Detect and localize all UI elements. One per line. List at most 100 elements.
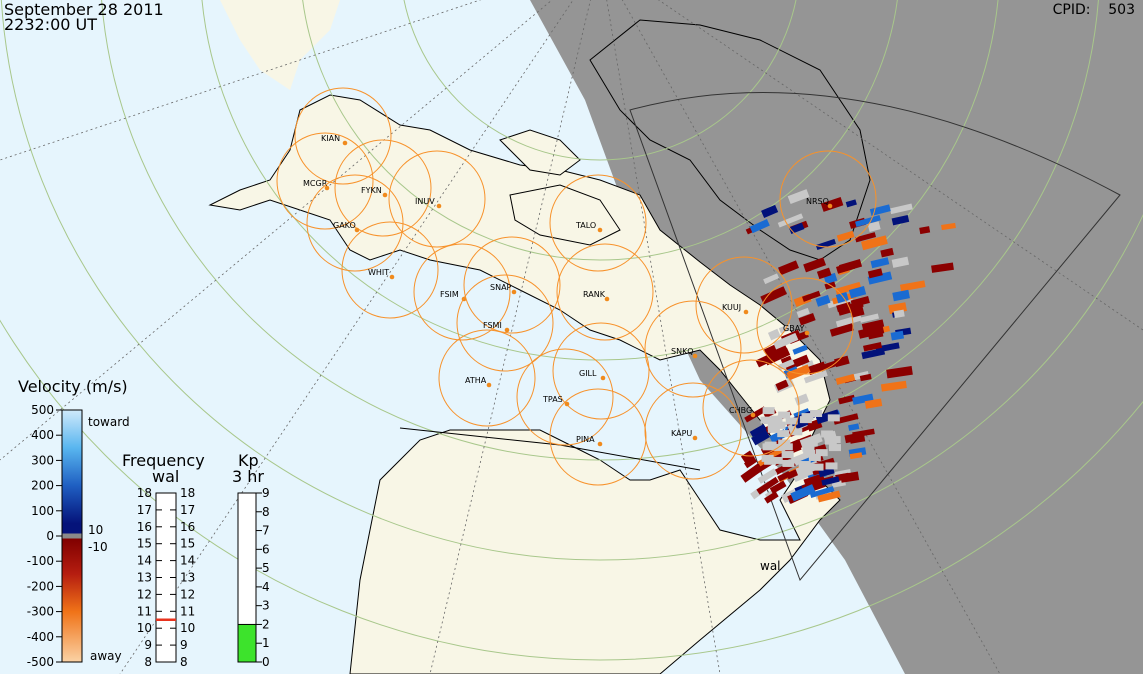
station-label: WHIT xyxy=(368,268,389,277)
cpid-display: CPID: 503 xyxy=(1053,2,1135,18)
station-nrsq: NRSQ xyxy=(779,150,877,248)
station-inuv: INUV xyxy=(388,150,486,248)
frequency-tick-label-right: 18 xyxy=(180,486,195,500)
station-atha: ATHA xyxy=(438,329,536,427)
kp-tick-label: 5 xyxy=(262,561,270,575)
kp-tick-label: 6 xyxy=(262,542,270,556)
frequency-tick-label-left: 17 xyxy=(137,503,152,517)
frequency-tick-label-left: 9 xyxy=(144,638,152,652)
landmass-north-america xyxy=(208,94,841,674)
frequency-tick-label-left: 18 xyxy=(137,486,152,500)
station-label: GILL xyxy=(579,369,597,378)
frequency-tick-label-left: 13 xyxy=(137,571,152,585)
station-label: KUUJ xyxy=(722,303,741,312)
station-label: FSIM xyxy=(440,290,459,299)
kp-tick-label: 7 xyxy=(262,524,270,538)
frequency-title: Frequency xyxy=(122,451,205,470)
velocity-tick-label: 0 xyxy=(46,529,54,543)
station-fykn: FYKN xyxy=(334,139,432,237)
frequency-tick-label-left: 16 xyxy=(137,520,152,534)
kp-tick-label: 9 xyxy=(262,486,270,500)
station-label: TALO xyxy=(575,221,596,230)
velocity-tick-label: -300 xyxy=(27,605,54,619)
station-fsmi: FSMI xyxy=(456,274,554,372)
frequency-tick-label-right: 12 xyxy=(180,587,195,601)
frequency-ticks: 18 18 17 17 16 16 15 15 14 14 13 13 12 12 11 11 10 10 9 9 8 8 xyxy=(137,486,196,669)
station-label: TPAS xyxy=(542,395,563,404)
station-kapu: KAPU xyxy=(644,382,742,480)
kp-ticks: 9 8 7 6 5 4 3 2 1 0 xyxy=(256,486,270,669)
night-shading xyxy=(530,0,1143,674)
station-circles: KIAN MCGR FYKN INUV GAKO WHIT TALO FSIM SNAP FSMI… xyxy=(276,87,877,486)
kp-tick-label: 4 xyxy=(262,580,270,594)
station-label: CHBG xyxy=(729,406,752,415)
frequency-tick-label-left: 8 xyxy=(144,655,152,669)
station-kian: KIAN xyxy=(294,87,392,185)
station-label: SNKQ xyxy=(671,347,694,356)
velocity-tick-label: -200 xyxy=(27,579,54,593)
landmass-arctic-islands xyxy=(499,129,621,246)
cpid-value: 503 xyxy=(1108,2,1135,18)
frequency-tick-label-right: 11 xyxy=(180,604,195,618)
velocity-tick-label: 100 xyxy=(31,504,54,518)
kp-tick-label: 3 xyxy=(262,599,270,613)
station-label: PINA xyxy=(576,435,595,444)
station-pina: PINA xyxy=(549,388,647,486)
station-label: SNAP xyxy=(490,283,512,292)
station-label: NRSQ xyxy=(806,197,829,206)
radar-label: wal xyxy=(760,559,781,573)
frequency-subtitle: wal xyxy=(152,467,179,486)
station-chbg: CHBG xyxy=(702,359,800,457)
velocity-toward: toward xyxy=(88,415,130,429)
velocity-tick-label: 200 xyxy=(31,479,54,493)
station-label: KIAN xyxy=(321,134,340,143)
kp-fill xyxy=(237,623,257,663)
frequency-tick-label-left: 14 xyxy=(137,554,152,568)
cpid-label: CPID: xyxy=(1052,2,1091,18)
station-whit: WHIT xyxy=(341,221,439,319)
kp-subtitle: 3 hr xyxy=(232,467,264,486)
velocity-ticks: 500 400 300 200 100 0 -100 -200 -300 -400 -500 xyxy=(27,403,62,669)
station-label: KAPU xyxy=(671,429,692,438)
station-gbay: GBAY xyxy=(756,277,854,375)
station-mcgr: MCGR xyxy=(276,132,374,230)
frequency-tick-label-right: 14 xyxy=(180,554,195,568)
frequency-tick-label-right: 16 xyxy=(180,520,195,534)
velocity-tick-label: 300 xyxy=(31,453,54,467)
kp-tick-label: 8 xyxy=(262,505,270,519)
station-kuuj: KUUJ xyxy=(695,256,793,354)
frequency-legend: Frequency wal 18 18 17 17 16 16 15 15 14 14 13 13 12… xyxy=(122,451,205,669)
frequency-tick-label-right: 13 xyxy=(180,571,195,585)
landmass-siberia-tip xyxy=(220,0,340,90)
velocity-tick-label: -500 xyxy=(27,655,54,669)
velocity-gs-neg: -10 xyxy=(88,540,108,554)
station-snkq: SNKQ xyxy=(644,300,742,398)
station-gill: GILL xyxy=(552,322,650,420)
velocity-legend: Velocity (m/s) 500 400 300 200 100 0 -100 -200 -… xyxy=(18,377,130,669)
frequency-tick-label-right: 15 xyxy=(180,537,195,551)
frequency-tick-label-left: 15 xyxy=(137,537,152,551)
velocity-tick-label: -400 xyxy=(27,630,54,644)
kp-tick-label: 2 xyxy=(262,617,270,631)
station-label: ATHA xyxy=(465,376,487,385)
header-time: 2232:00 UT xyxy=(4,15,98,34)
station-label: FSMI xyxy=(483,321,502,330)
frequency-tick-label-left: 12 xyxy=(137,587,152,601)
kp-tick-label: 1 xyxy=(262,636,270,650)
kp-tick-label: 0 xyxy=(262,655,270,669)
frequency-tick-label-left: 11 xyxy=(137,604,152,618)
kp-title: Kp xyxy=(238,451,259,470)
station-rank: RANK xyxy=(556,243,654,341)
frequency-tick-label-right: 8 xyxy=(180,655,188,669)
station-label: GBAY xyxy=(783,324,805,333)
velocity-gs-pos: 10 xyxy=(88,523,103,537)
velocity-tick-label: 500 xyxy=(31,403,54,417)
station-tpas: TPAS xyxy=(516,348,614,446)
station-label: FYKN xyxy=(361,186,382,195)
frequency-tick-label-left: 10 xyxy=(137,621,152,635)
kp-legend: Kp 3 hr 9 8 7 6 5 4 3 2 1 0 xyxy=(232,451,270,669)
station-snap: SNAP xyxy=(463,236,561,334)
station-label: RANK xyxy=(583,290,606,299)
